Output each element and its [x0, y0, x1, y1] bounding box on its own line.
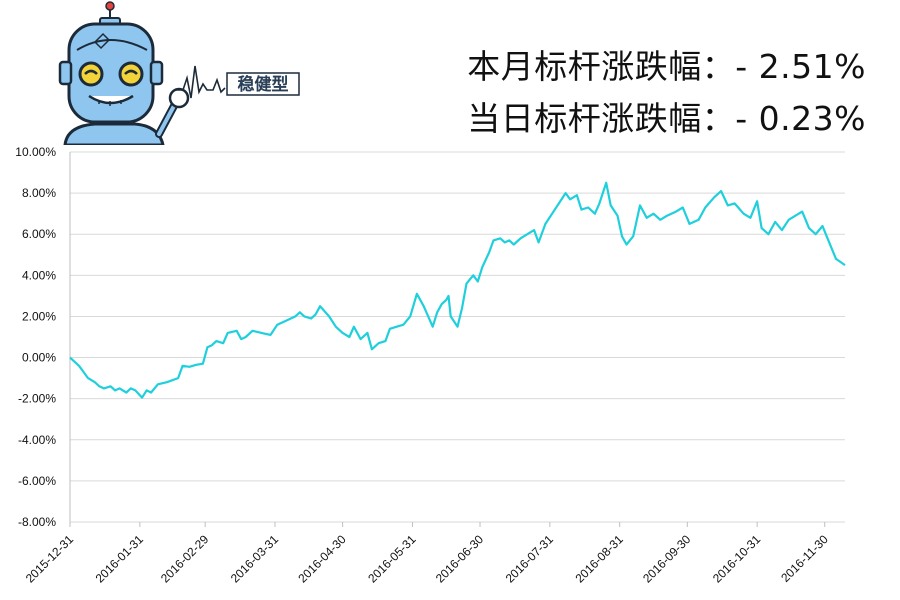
- x-tick-label: 2015-12-31: [23, 532, 77, 586]
- x-tick-label: 2016-08-31: [573, 532, 627, 586]
- y-tick-label: -8.00%: [18, 515, 56, 529]
- y-tick-label: 10.00%: [15, 145, 56, 159]
- y-tick-label: 4.00%: [22, 268, 56, 282]
- y-axis-ticks: 10.00% 8.00% 6.00% 4.00% 2.00% 0.00% -2.00% -4.…: [15, 145, 56, 529]
- x-tick-label: 2016-05-31: [365, 532, 419, 586]
- chart-grid: [70, 151, 845, 523]
- x-tick-label: 2016-02-29: [158, 532, 212, 586]
- x-tick-label: 2016-06-30: [433, 532, 487, 586]
- chart-series: [69, 181, 846, 399]
- badge-text: 稳健型: [238, 74, 289, 95]
- x-axis-ticks: 2015-12-31 2016-01-31 2016-02-29 2016-03-31…: [23, 522, 831, 586]
- x-tick-label: 2016-09-30: [640, 532, 694, 586]
- y-tick-label: 8.00%: [22, 186, 56, 200]
- y-tick-label: -2.00%: [18, 392, 56, 406]
- y-tick-label: 2.00%: [22, 309, 56, 323]
- y-tick-label: -4.00%: [18, 433, 56, 447]
- x-tick-label: 2016-03-31: [228, 532, 282, 586]
- robot-mascot-icon: 稳健型: [58, 1, 300, 145]
- y-tick-label: 0.00%: [22, 351, 56, 365]
- x-tick-label: 2016-01-31: [93, 532, 147, 586]
- x-tick-label: 2016-07-31: [503, 532, 557, 586]
- monthly-change-label: 本月标杆涨跌幅：- 2.51%: [467, 47, 866, 86]
- y-tick-label: 6.00%: [22, 227, 56, 241]
- x-tick-label: 2016-04-30: [295, 532, 349, 586]
- x-tick-label: 2016-11-30: [778, 532, 831, 585]
- daily-change-label: 当日标杆涨跌幅：- 0.23%: [467, 99, 866, 138]
- y-tick-label: -6.00%: [18, 474, 56, 488]
- x-tick-label: 2016-10-31: [710, 532, 764, 586]
- series-line: [69, 181, 846, 399]
